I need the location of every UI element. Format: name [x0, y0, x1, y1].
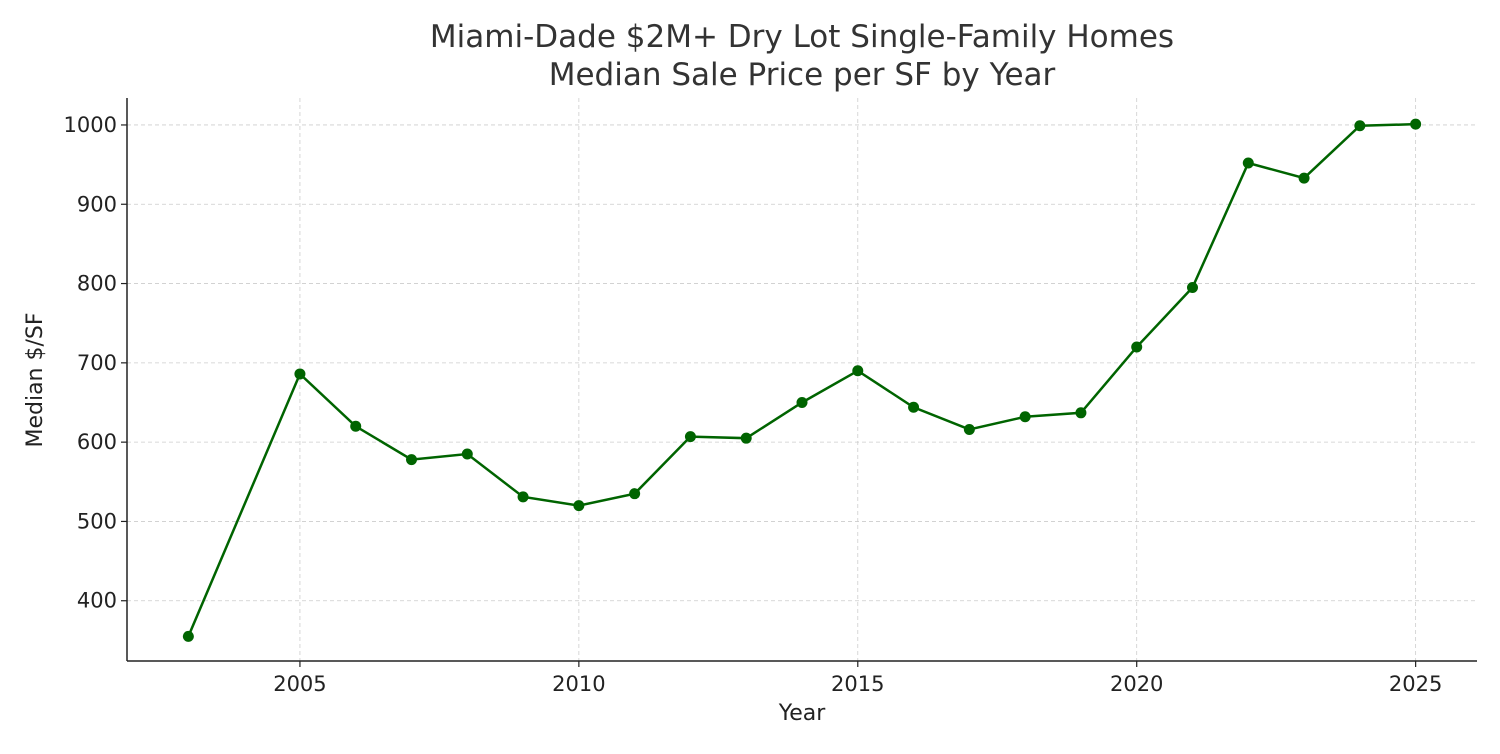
data-point-2014 — [796, 396, 808, 408]
data-point-2020 — [1131, 341, 1143, 353]
data-points — [182, 118, 1422, 642]
data-point-2019 — [1075, 407, 1087, 419]
axis-ticks: 2005 2010 2015 2020 2025 400 500 600 700 800 900 10… — [64, 113, 1443, 696]
x-tick-label: 2025 — [1389, 672, 1442, 696]
data-point-2007 — [406, 454, 418, 466]
y-tick-label: 800 — [77, 272, 117, 296]
data-point-2010 — [573, 500, 585, 512]
data-point-2018 — [1019, 411, 1031, 423]
data-point-2013 — [740, 432, 752, 444]
data-point-2024 — [1354, 120, 1366, 132]
data-point-2012 — [684, 431, 696, 443]
y-tick-label: 500 — [77, 509, 117, 533]
data-point-2005 — [294, 368, 306, 380]
data-point-2011 — [629, 488, 641, 500]
data-point-2023 — [1298, 172, 1310, 184]
data-point-2016 — [908, 401, 920, 413]
series-line — [187, 122, 1416, 637]
data-point-2022 — [1242, 157, 1254, 169]
y-tick-label: 600 — [77, 430, 117, 454]
data-point-2006 — [350, 420, 362, 432]
x-tick-label: 2015 — [831, 672, 884, 696]
x-tick-label: 2020 — [1110, 672, 1163, 696]
data-point-2008 — [461, 448, 473, 460]
y-tick-label: 1000 — [64, 113, 117, 137]
data-point-2003 — [182, 630, 194, 642]
y-axis-label: Median $/SF — [23, 312, 48, 447]
chart-title-line2: Median Sale Price per SF by Year — [549, 57, 1056, 93]
x-axis-label: Year — [778, 701, 827, 726]
grid — [127, 98, 1477, 661]
y-tick-label: 400 — [77, 589, 117, 613]
data-point-2009 — [517, 491, 529, 503]
x-tick-label: 2005 — [273, 672, 326, 696]
y-tick-label: 900 — [77, 192, 117, 216]
data-point-2025 — [1410, 118, 1422, 130]
data-point-2015 — [852, 365, 864, 377]
data-point-2021 — [1186, 282, 1198, 294]
chart-title-line1: Miami-Dade $2M+ Dry Lot Single-Family Ho… — [430, 19, 1174, 55]
data-point-2017 — [963, 423, 975, 435]
y-tick-label: 700 — [77, 351, 117, 375]
x-tick-label: 2010 — [552, 672, 605, 696]
